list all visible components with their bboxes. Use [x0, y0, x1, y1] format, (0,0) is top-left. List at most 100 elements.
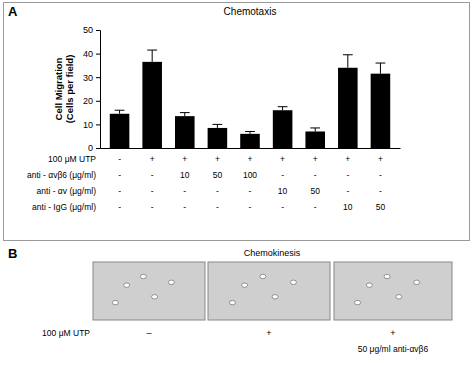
error-bar [180, 113, 190, 117]
y-tick: 10 [83, 120, 100, 130]
condition-cell: + [345, 154, 350, 164]
condition-cell: 10 [343, 202, 353, 212]
bar [338, 68, 358, 148]
y-axis-label-line: (Cells per field) [64, 55, 75, 124]
condition-label: anti - αv (μg/ml) [37, 186, 97, 196]
condition-cell: - [183, 202, 186, 212]
y-tick-label: 10 [83, 120, 93, 130]
condition-cell: + [378, 154, 383, 164]
error-bar [115, 110, 125, 114]
row-label: 100 μM UTP [42, 328, 90, 338]
y-tick: 40 [83, 49, 100, 59]
error-bar [376, 63, 386, 74]
error-bar [310, 128, 320, 132]
condition-cell: 10 [278, 186, 288, 196]
y-tick-mark [96, 148, 100, 149]
panel-frame [4, 3, 470, 241]
panel-label: B [8, 246, 17, 261]
cell [384, 274, 390, 278]
condition-cell: - [314, 170, 317, 180]
condition-label: 100 μM UTP [48, 154, 96, 164]
utp-sign: – [146, 328, 151, 338]
bar [371, 74, 391, 148]
y-axis-line [96, 31, 101, 149]
error-bar [278, 107, 288, 111]
utp-sign: + [390, 328, 395, 338]
condition-cell: - [118, 170, 121, 180]
plot-area [110, 50, 390, 148]
cell [140, 274, 146, 278]
cell [168, 280, 174, 284]
condition-cell: - [281, 170, 284, 180]
cell [124, 283, 130, 287]
condition-cell: - [118, 154, 121, 164]
micrograph-image [208, 262, 330, 320]
panel-title: Chemokinesis [244, 248, 301, 258]
bar [273, 110, 293, 148]
condition-cell: 50 [310, 186, 320, 196]
condition-cell: + [313, 154, 318, 164]
cell [290, 280, 296, 284]
condition-cell: - [151, 202, 154, 212]
condition-cell: - [249, 202, 252, 212]
y-axis-label-line: Cell Migration [53, 57, 64, 120]
condition-label: anti - IgG (μg/ml) [32, 202, 96, 212]
micrograph [93, 262, 205, 320]
y-tick-label: 0 [88, 143, 93, 153]
condition-cell: - [151, 186, 154, 196]
bar [175, 116, 195, 148]
condition-cell: - [118, 202, 121, 212]
condition-cell: - [379, 186, 382, 196]
cell [242, 283, 248, 287]
condition-cell: 50 [376, 202, 386, 212]
y-axis: 0 10 20 30 40 50 [83, 25, 101, 153]
cell [260, 274, 266, 278]
condition-cell: + [248, 154, 253, 164]
micrograph-image [334, 262, 452, 320]
bar [110, 114, 130, 148]
y-tick-label: 40 [83, 49, 93, 59]
condition-cell: - [249, 186, 252, 196]
cell [272, 295, 278, 299]
condition-cell: - [379, 170, 382, 180]
y-tick-mark [96, 124, 100, 125]
condition-cell: - [216, 202, 219, 212]
bar [240, 134, 260, 148]
cell [112, 300, 118, 304]
condition-cell: - [346, 170, 349, 180]
bar [142, 62, 162, 148]
y-tick: 20 [83, 96, 100, 106]
condition-cell: + [182, 154, 187, 164]
y-tick: 30 [83, 73, 100, 83]
condition-label: anti - αvβ6 (μg/ml) [27, 170, 96, 180]
cell [396, 295, 402, 299]
condition-cell: - [216, 186, 219, 196]
y-tick-mark [96, 101, 100, 102]
error-bar [213, 124, 223, 128]
x-axis [101, 148, 401, 150]
condition-cell: + [150, 154, 155, 164]
condition-cell: 50 [213, 170, 223, 180]
y-tick-label: 50 [83, 25, 93, 35]
condition-cell: - [183, 186, 186, 196]
y-tick-mark [96, 30, 100, 31]
condition-cell: - [314, 202, 317, 212]
cell [355, 300, 361, 304]
condition-cell: 100 [243, 170, 257, 180]
condition-cell: - [151, 170, 154, 180]
y-tick-label: 20 [83, 96, 93, 106]
error-bar [245, 131, 255, 133]
bar [208, 128, 228, 148]
y-tick: 50 [83, 25, 100, 35]
treatment-label: 50 μg/ml anti-αvβ6 [358, 344, 429, 354]
y-tick-mark [96, 54, 100, 55]
condition-cell: - [346, 186, 349, 196]
error-bar [147, 50, 157, 62]
chart-title: Chemotaxis [224, 6, 277, 17]
error-bar [343, 55, 353, 68]
y-tick-mark [96, 77, 100, 78]
condition-cell: - [281, 202, 284, 212]
condition-cell: - [118, 186, 121, 196]
utp-sign: + [266, 328, 271, 338]
panel-label: A [8, 4, 18, 19]
